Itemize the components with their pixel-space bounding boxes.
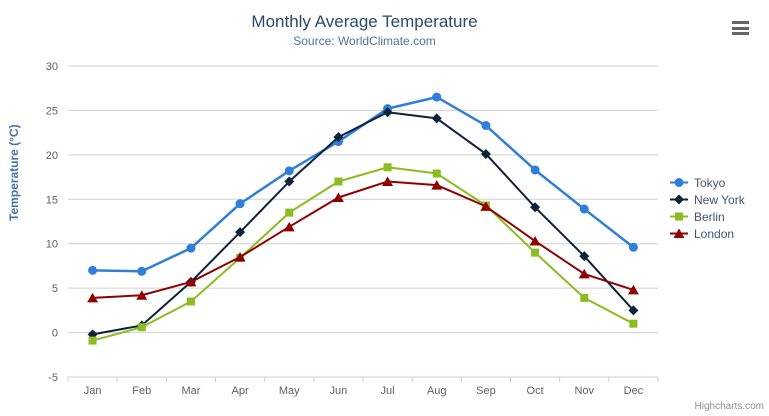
- square-marker-icon[interactable]: [580, 293, 589, 302]
- x-tick-label: Jun: [330, 385, 348, 397]
- triangle-marker-icon[interactable]: [382, 176, 394, 187]
- legend-label-london: London: [694, 226, 735, 241]
- y-tick-label: 20: [46, 150, 58, 162]
- square-marker-icon[interactable]: [629, 319, 638, 328]
- triangle-marker-icon[interactable]: [283, 221, 295, 232]
- triangle-marker-icon[interactable]: [627, 284, 639, 295]
- legend-symbol-london: [670, 228, 688, 238]
- square-marker-icon[interactable]: [137, 323, 146, 332]
- x-tick-label: Jan: [84, 385, 102, 397]
- triangle-marker-icon: [673, 228, 685, 238]
- x-tick-label: Jul: [381, 385, 395, 397]
- square-marker-icon[interactable]: [186, 297, 195, 306]
- diamond-marker-icon[interactable]: [431, 113, 442, 124]
- square-marker-icon[interactable]: [383, 163, 392, 172]
- square-marker-icon[interactable]: [531, 248, 540, 257]
- triangle-marker-icon[interactable]: [136, 290, 148, 300]
- triangle-marker-icon[interactable]: [234, 252, 246, 262]
- circle-marker-icon[interactable]: [137, 266, 147, 276]
- y-tick-label: 15: [46, 194, 58, 206]
- triangle-marker-icon[interactable]: [185, 276, 197, 287]
- circle-marker-icon[interactable]: [284, 166, 294, 176]
- series-tokyo[interactable]: [88, 92, 638, 276]
- legend-symbol-berlin: [670, 212, 688, 221]
- x-tick-label: Nov: [574, 385, 594, 397]
- y-tick-label: 30: [46, 61, 58, 73]
- circle-marker-icon[interactable]: [186, 243, 196, 253]
- export-menu-button[interactable]: [732, 21, 749, 35]
- x-tick-label: May: [279, 385, 300, 397]
- diamond-marker-icon[interactable]: [530, 202, 541, 213]
- diamond-marker-icon[interactable]: [579, 251, 590, 262]
- circle-marker-icon[interactable]: [235, 199, 245, 209]
- x-tick-label: Feb: [132, 385, 151, 397]
- hamburger-icon: [732, 26, 749, 30]
- triangle-marker-icon[interactable]: [578, 268, 590, 279]
- x-tick-label: Apr: [232, 385, 249, 397]
- square-marker-icon[interactable]: [88, 336, 97, 345]
- chart-subtitle: Source: WorldClimate.com: [293, 34, 436, 48]
- legend-label-tokyo: Tokyo: [694, 175, 726, 190]
- circle-marker-icon[interactable]: [481, 121, 491, 131]
- diamond-marker-icon[interactable]: [628, 305, 639, 316]
- legend-item-new-york[interactable]: New York: [669, 191, 745, 208]
- circle-marker-icon[interactable]: [88, 265, 98, 275]
- circle-marker-icon: [674, 178, 684, 187]
- series-line-tokyo[interactable]: [91, 95, 635, 273]
- triangle-marker-icon[interactable]: [332, 192, 344, 203]
- legend: Tokyo New York Berlin London: [669, 174, 745, 242]
- x-tick-label: Oct: [527, 385, 544, 397]
- hamburger-icon: [732, 32, 749, 35]
- diamond-marker-icon[interactable]: [284, 176, 295, 187]
- diamond-marker-icon[interactable]: [333, 132, 344, 143]
- circle-marker-icon[interactable]: [579, 204, 589, 214]
- square-marker-icon[interactable]: [334, 177, 343, 186]
- legend-symbol-new-york: [670, 194, 688, 205]
- hamburger-icon: [732, 21, 749, 24]
- circle-marker-icon[interactable]: [530, 165, 540, 175]
- y-tick-label: 25: [46, 105, 58, 117]
- x-tick-label: Dec: [624, 385, 644, 397]
- square-marker-icon[interactable]: [285, 208, 294, 217]
- triangle-marker-icon[interactable]: [480, 201, 492, 211]
- diamond-marker-icon: [674, 194, 684, 205]
- credits-link[interactable]: Highcharts.com: [694, 401, 764, 412]
- x-tick-label: Aug: [427, 385, 447, 397]
- series-line-london[interactable]: [91, 180, 635, 299]
- square-marker-icon: [675, 212, 683, 221]
- legend-label-berlin: Berlin: [694, 209, 725, 224]
- y-tick-label: -5: [48, 372, 58, 384]
- series-line-new-york[interactable]: [91, 111, 635, 336]
- diamond-marker-icon[interactable]: [480, 148, 491, 159]
- legend-item-tokyo[interactable]: Tokyo: [669, 174, 745, 191]
- legend-symbol-tokyo: [670, 178, 688, 187]
- legend-item-berlin[interactable]: Berlin: [669, 208, 745, 225]
- circle-marker-icon[interactable]: [628, 242, 638, 252]
- x-tick-label: Mar: [181, 385, 200, 397]
- triangle-marker-icon[interactable]: [87, 292, 99, 303]
- triangle-marker-icon[interactable]: [529, 236, 541, 246]
- series-line-berlin[interactable]: [91, 166, 635, 342]
- y-tick-label: 10: [46, 239, 58, 251]
- chart-title: Monthly Average Temperature: [251, 12, 478, 31]
- y-tick-label: 5: [52, 283, 58, 295]
- series-new-york[interactable]: [87, 107, 639, 340]
- legend-item-london[interactable]: London: [669, 225, 745, 242]
- y-tick-label: 0: [52, 328, 58, 340]
- triangle-marker-icon[interactable]: [431, 180, 443, 190]
- x-tick-label: Sep: [476, 385, 496, 397]
- diamond-marker-icon[interactable]: [382, 107, 393, 118]
- circle-marker-icon[interactable]: [432, 92, 442, 102]
- legend-label-new-york: New York: [694, 192, 745, 207]
- square-marker-icon[interactable]: [432, 169, 441, 178]
- series-london[interactable]: [87, 176, 639, 303]
- diamond-marker-icon[interactable]: [235, 227, 246, 238]
